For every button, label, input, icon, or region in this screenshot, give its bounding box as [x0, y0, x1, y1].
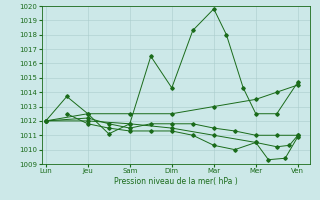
X-axis label: Pression niveau de la mer( hPa ): Pression niveau de la mer( hPa ) [114, 177, 238, 186]
